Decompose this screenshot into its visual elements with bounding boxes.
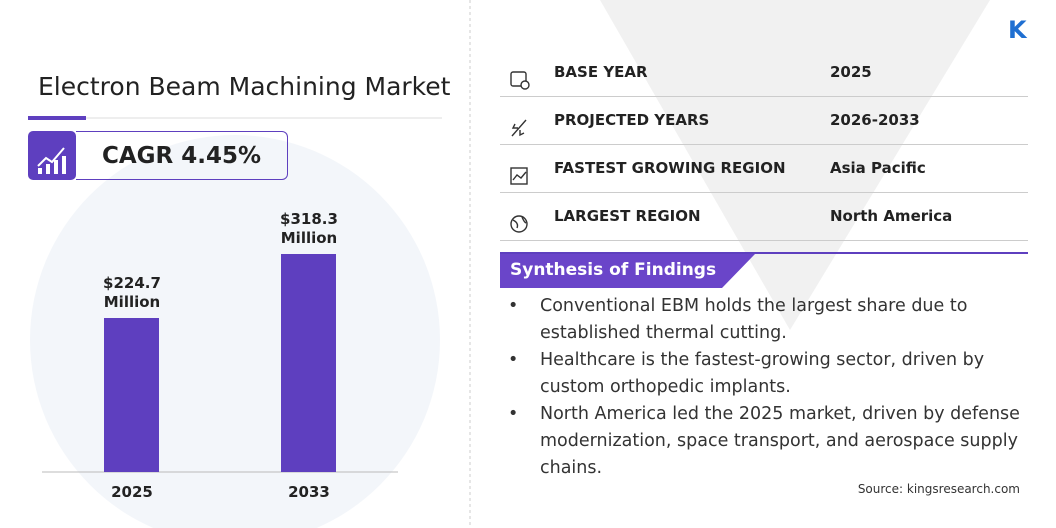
findings: Conventional EBM holds the largest share… — [500, 293, 1020, 482]
row-value: North America — [830, 207, 953, 225]
x-tick-label: 2033 — [288, 483, 330, 501]
value-label: $224.7 Million — [103, 274, 161, 312]
row-value: 2026-2033 — [830, 111, 920, 129]
bar — [281, 254, 336, 472]
row-label: PROJECTED YEARS — [554, 111, 710, 129]
row-label: FASTEST GROWING REGION — [554, 159, 786, 177]
bar — [104, 318, 159, 472]
cagr: CAGR 4.45% — [76, 131, 288, 180]
svg-text:K: K — [1008, 16, 1028, 44]
source: Source: kingsresearch.com — [857, 482, 1020, 496]
finding: Conventional EBM holds the largest share… — [500, 293, 1020, 347]
row-value: Asia Pacific — [830, 159, 926, 177]
table-row: LARGEST REGION North America — [500, 193, 1028, 241]
table-row: PROJECTED YEARS 2026-2033 — [500, 97, 1028, 145]
row-value: 2025 — [830, 63, 872, 81]
finding: Healthcare is the fastest-growing sector… — [500, 347, 1020, 401]
table-row: BASE YEAR 2025 — [500, 49, 1028, 97]
value-label: $318.3 Million — [280, 210, 338, 247]
row-label: LARGEST REGION — [554, 207, 701, 225]
x-tick-label: 2025 — [111, 483, 153, 501]
table-row: FASTEST GROWING REGION Asia Pacific — [500, 145, 1028, 193]
row-label: BASE YEAR — [554, 63, 648, 81]
finding: North America led the 2025 market, drive… — [500, 401, 1020, 482]
synthesis-title: Synthesis of Findings — [510, 260, 717, 280]
chart-title: Electron Beam Machining Market — [38, 72, 451, 101]
